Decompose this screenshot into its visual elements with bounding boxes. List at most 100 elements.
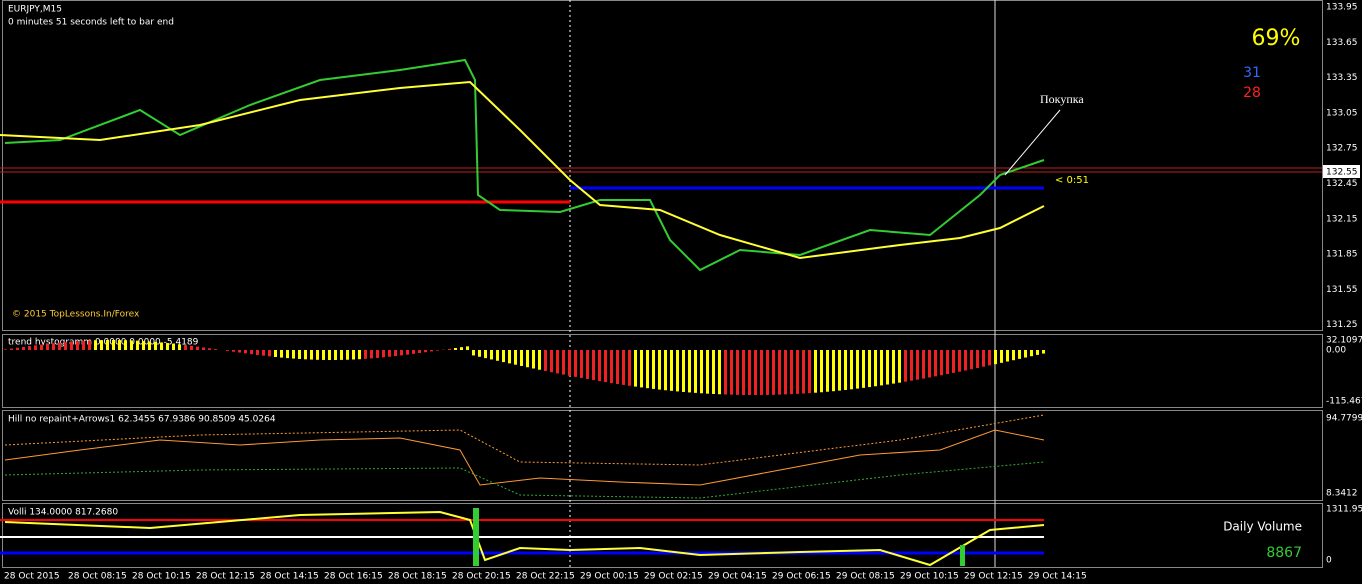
histogram-bar: [496, 350, 499, 361]
hill-band: [4, 461, 1045, 499]
histogram-bar: [340, 350, 343, 360]
histogram-bar: [730, 350, 733, 395]
pane-axis-label: 94.7799: [1326, 414, 1362, 424]
histogram-bar: [304, 350, 307, 360]
volume-value: 8867: [1266, 545, 1302, 561]
time-label: 29 Oct 00:15: [580, 572, 639, 582]
histogram-bar: [106, 340, 109, 350]
histogram-bar: [952, 350, 955, 373]
histogram-bar: [196, 346, 199, 350]
time-label: 28 Oct 10:15: [132, 572, 191, 582]
histogram-bar: [1012, 350, 1015, 361]
histogram-bar: [976, 350, 979, 368]
sell-count: 28: [1243, 85, 1261, 101]
histogram-bar: [778, 350, 781, 395]
histogram-bar: [94, 340, 97, 350]
histogram-bar: [1006, 350, 1009, 362]
pane-frames: [2, 0, 1323, 568]
histogram-bar: [550, 350, 553, 373]
histogram-bar: [346, 350, 349, 360]
histogram-bar: [82, 340, 85, 350]
histogram-bar: [880, 350, 883, 386]
histogram-bar: [784, 350, 787, 395]
histogram-bar: [712, 350, 715, 394]
time-label: 29 Oct 12:15: [964, 572, 1023, 582]
buy-count: 31: [1243, 65, 1261, 81]
percent: 69%: [1252, 26, 1301, 51]
histogram-bar: [802, 350, 805, 394]
price-label: 133.95: [1326, 3, 1358, 13]
histogram-bar: [898, 350, 901, 383]
histogram-bar: [934, 350, 937, 377]
histogram-bar: [1000, 350, 1003, 363]
histogram-bar: [352, 350, 355, 360]
histogram-bar: [760, 350, 763, 395]
histogram-bar: [658, 350, 661, 390]
histogram-bar: [310, 350, 313, 360]
histogram-bar: [958, 350, 961, 372]
histogram-bar: [118, 340, 121, 350]
histogram-bar: [532, 350, 535, 369]
pane-title: Hill no repaint+Arrows1 62.3455 67.9386 …: [8, 415, 276, 425]
histogram-bar: [664, 350, 667, 391]
price-label: 131.55: [1326, 285, 1358, 295]
histogram-bar: [1042, 350, 1045, 354]
histogram-bar: [538, 350, 541, 370]
histogram-bar: [376, 350, 379, 358]
histogram-bar: [124, 340, 127, 350]
time-label: 29 Oct 08:15: [836, 572, 895, 582]
pane-axis-label: -115.467: [1326, 397, 1362, 407]
price-label: 131.25: [1326, 320, 1358, 330]
histogram-bar: [460, 347, 463, 350]
histogram-bar: [586, 350, 589, 380]
histogram-bar: [244, 350, 247, 354]
hill-band: [4, 414, 1045, 466]
histogram-bar: [394, 350, 397, 357]
time-label: 29 Oct 10:15: [900, 572, 959, 582]
price-tag: [1323, 165, 1360, 178]
time-label: 28 Oct 22:15: [516, 572, 575, 582]
histogram-bar: [28, 346, 31, 350]
histogram-bar: [742, 350, 745, 395]
copyright: © 2015 TopLessons.In/Forex: [12, 310, 140, 320]
histogram-bar: [292, 350, 295, 359]
histogram-bar: [154, 341, 157, 350]
histogram-bar: [574, 350, 577, 377]
histogram-bar: [64, 342, 67, 350]
histogram-bar: [16, 347, 19, 350]
histogram-bar: [652, 350, 655, 389]
price-label: 132.15: [1326, 214, 1358, 224]
histogram-bar: [484, 350, 487, 359]
histogram-bar: [616, 350, 619, 385]
price-label: 133.05: [1326, 108, 1358, 118]
histogram-bar: [136, 340, 139, 350]
histogram-bar: [766, 350, 769, 395]
histogram-bar: [1036, 350, 1039, 355]
histogram-bar: [568, 350, 571, 376]
current-price: 132.55: [1326, 168, 1358, 178]
histogram-bar: [820, 350, 823, 393]
pane-title: trend hystogramm 0.0000 0.0000 -5.4189: [8, 338, 199, 348]
histogram-bar: [10, 348, 13, 350]
histogram-bar: [208, 348, 211, 350]
histogram-bar: [256, 350, 259, 355]
histogram-bar: [514, 350, 517, 365]
volli-line: [4, 510, 1045, 567]
histogram-bar: [970, 350, 973, 370]
histogram-bar: [556, 350, 559, 374]
histogram-bar: [886, 350, 889, 385]
histogram-bar: [928, 350, 931, 378]
histogram-bar: [430, 350, 433, 352]
histogram-bar: [454, 347, 457, 350]
histogram-bar: [316, 350, 319, 360]
histogram-bar: [580, 350, 583, 378]
histogram-bar: [370, 350, 373, 359]
histogram-bar: [526, 350, 529, 368]
histogram-bar: [34, 345, 37, 350]
histogram-bar: [184, 345, 187, 350]
time-label: 29 Oct 06:15: [772, 572, 831, 582]
histogram-bar: [628, 350, 631, 386]
histogram-bar: [58, 342, 61, 350]
